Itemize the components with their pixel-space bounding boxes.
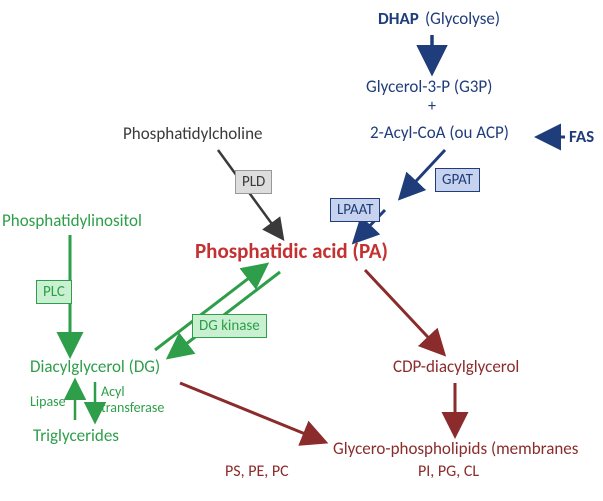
enzyme-lpaat: LPAAT — [330, 198, 380, 222]
node-pi: Phosphatidylinositol — [2, 210, 142, 231]
node-gpl: Glycero-phospholipids (membranes — [333, 438, 578, 459]
enzyme-gpat: GPAT — [435, 168, 480, 192]
node-tg: Triglycerides — [33, 425, 119, 446]
label-acyl2: transferase — [101, 399, 164, 416]
node-cdp: CDP-diacylglycerol — [393, 356, 519, 377]
node-dg: Diacylglycerol (DG) — [30, 356, 160, 377]
label-acyl1: Acyl — [101, 383, 125, 400]
node-plus: + — [428, 97, 436, 116]
node-g3p: Glycerol-3-P (G3P) — [366, 76, 492, 97]
node-abbr2: PI, PG, CL — [418, 462, 479, 481]
node-dhap: DHAP — [378, 8, 419, 29]
enzyme-dgk: DG kinase — [192, 314, 267, 338]
node-pa: Phosphatidic acid (PA) — [195, 238, 388, 264]
node-acyl: 2-Acyl-CoA (ou ACP) — [370, 122, 509, 143]
enzyme-plc: PLC — [36, 280, 72, 304]
node-fas: FAS — [569, 126, 594, 147]
node-glycolyse: (Glycolyse) — [425, 8, 500, 29]
node-phosphatidylcholine: Phosphatidylcholine — [123, 123, 262, 144]
label-lipase: Lipase — [30, 393, 66, 410]
node-abbr1: PS, PE, PC — [225, 462, 289, 481]
enzyme-pld: PLD — [235, 170, 272, 194]
